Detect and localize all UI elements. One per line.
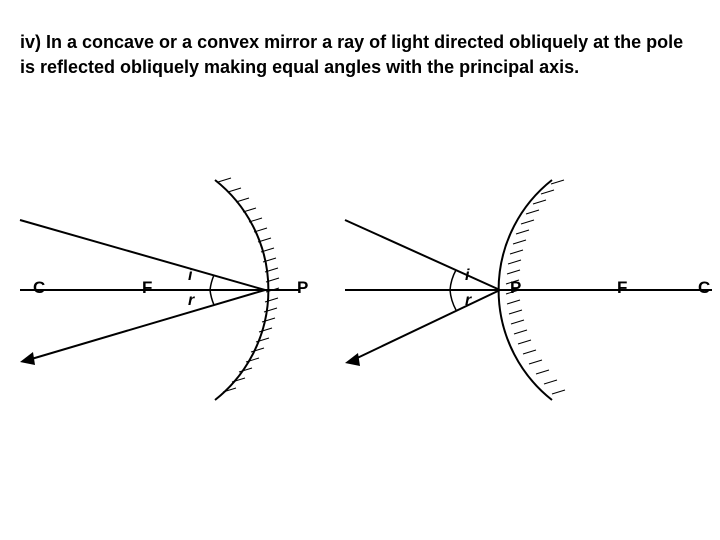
convex-label-F: F bbox=[617, 278, 627, 298]
concave-label-F: F bbox=[142, 278, 152, 298]
convex-angle-i: i bbox=[465, 267, 469, 285]
convex-label-C: C bbox=[698, 278, 710, 298]
convex-angle-r: r bbox=[465, 292, 471, 310]
concave-mirror-svg bbox=[0, 150, 360, 500]
optics-diagram: C F P i r P F C i r bbox=[0, 150, 720, 500]
concave-angle-i: i bbox=[188, 267, 192, 285]
concave-label-P: P bbox=[297, 278, 308, 298]
concave-label-C: C bbox=[33, 278, 45, 298]
diagram-title: iv) In a concave or a convex mirror a ra… bbox=[20, 30, 700, 80]
convex-mirror-svg bbox=[340, 150, 720, 500]
convex-label-P: P bbox=[510, 278, 521, 298]
concave-angle-r: r bbox=[188, 292, 194, 310]
